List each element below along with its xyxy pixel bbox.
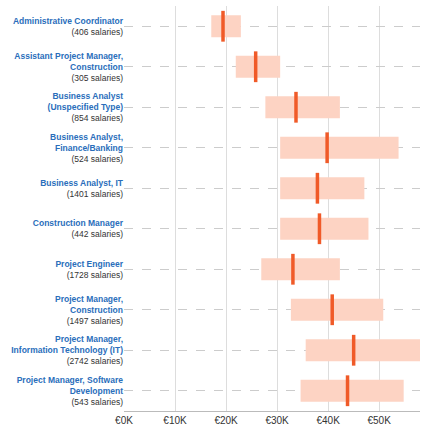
svg-text:Project Engineer(1728 salaries: Project Engineer(1728 salaries) <box>55 259 123 280</box>
svg-text:€20K: €20K <box>214 415 238 426</box>
svg-text:Project Manager,Information Te: Project Manager,Information Technology (… <box>11 334 123 366</box>
svg-text:Assistant Project Manager,Cons: Assistant Project Manager,Construction(3… <box>14 51 123 83</box>
svg-text:Construction Manager(442 salar: Construction Manager(442 salaries) <box>33 218 124 239</box>
svg-text:Project Manager,Construction(1: Project Manager,Construction(1497 salari… <box>55 294 123 326</box>
svg-text:Administrative Coordinator(406: Administrative Coordinator(406 salaries) <box>13 16 124 37</box>
svg-text:Business Analyst(Unspecified T: Business Analyst(Unspecified Type)(854 s… <box>48 91 124 123</box>
svg-text:€50K: €50K <box>367 415 391 426</box>
svg-text:Project Manager, SoftwareDevel: Project Manager, SoftwareDevelopment(543… <box>17 375 124 407</box>
svg-text:€0K: €0K <box>115 415 133 426</box>
svg-text:€10K: €10K <box>163 415 187 426</box>
svg-text:Business Analyst,Finance/Banki: Business Analyst,Finance/Banking(524 sal… <box>50 132 123 164</box>
svg-text:Business Analyst, IT(1401 sala: Business Analyst, IT(1401 salaries) <box>40 178 124 199</box>
svg-text:€30K: €30K <box>265 415 289 426</box>
svg-text:€40K: €40K <box>316 415 340 426</box>
